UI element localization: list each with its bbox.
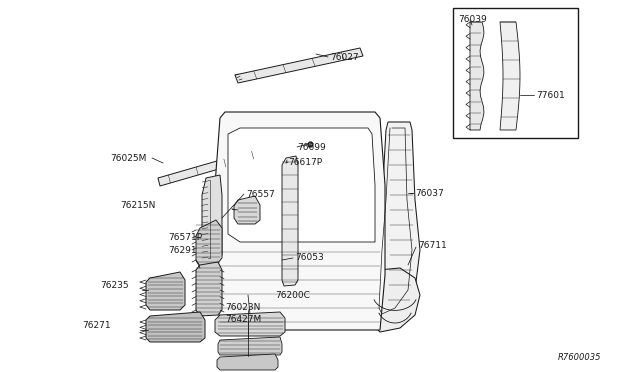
Polygon shape — [282, 156, 298, 286]
Text: 76200C: 76200C — [275, 291, 310, 299]
Text: 76699: 76699 — [297, 142, 326, 151]
Polygon shape — [470, 22, 484, 130]
Polygon shape — [228, 128, 375, 242]
Polygon shape — [215, 312, 285, 336]
Text: 76235: 76235 — [100, 280, 129, 289]
Text: R7600035: R7600035 — [558, 353, 602, 362]
Text: 76271: 76271 — [82, 321, 111, 330]
Polygon shape — [202, 175, 222, 262]
Polygon shape — [196, 220, 222, 266]
Text: 76053: 76053 — [295, 253, 324, 263]
Polygon shape — [146, 312, 205, 342]
Text: 76027: 76027 — [330, 52, 358, 61]
Polygon shape — [146, 272, 185, 310]
Text: 76039: 76039 — [458, 15, 487, 23]
Text: 76023N: 76023N — [225, 304, 260, 312]
Polygon shape — [234, 196, 260, 224]
Text: 76037: 76037 — [415, 189, 444, 198]
Text: 77601: 77601 — [536, 90, 564, 99]
Polygon shape — [235, 48, 363, 83]
Text: 76291: 76291 — [168, 246, 196, 254]
Polygon shape — [375, 122, 420, 318]
Polygon shape — [218, 337, 282, 355]
Text: 76571P: 76571P — [168, 232, 202, 241]
Text: 76215N: 76215N — [120, 201, 156, 209]
Polygon shape — [215, 112, 385, 330]
Bar — [453, 8, 578, 138]
Polygon shape — [217, 354, 278, 370]
Polygon shape — [158, 148, 264, 186]
Polygon shape — [500, 22, 520, 130]
Polygon shape — [196, 262, 222, 316]
Text: 76025M: 76025M — [110, 154, 147, 163]
Text: 76427M: 76427M — [225, 315, 261, 324]
Text: 76617P: 76617P — [288, 157, 322, 167]
Text: 76557: 76557 — [246, 189, 275, 199]
Polygon shape — [372, 268, 420, 332]
Text: 76711: 76711 — [418, 241, 447, 250]
